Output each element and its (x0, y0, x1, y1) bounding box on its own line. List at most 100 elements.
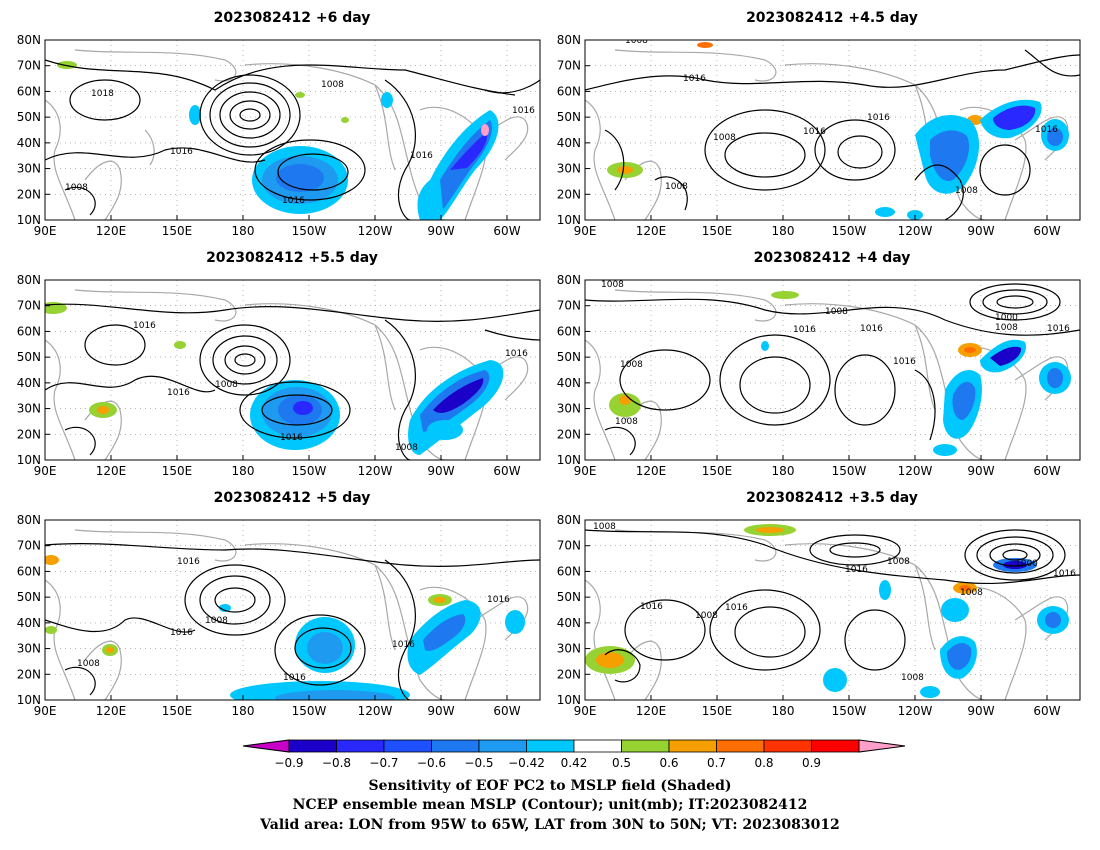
colorbar-bin (526, 739, 575, 753)
svg-text:1016: 1016 (282, 196, 305, 206)
lat-tick-label: 60N (17, 324, 41, 338)
lat-tick-label: 40N (17, 616, 41, 630)
lat-tick-label: 30N (557, 642, 581, 656)
lat-tick-label: 60N (557, 564, 581, 578)
shading-positive (585, 524, 977, 674)
svg-text:1016: 1016 (280, 433, 303, 443)
contours (45, 59, 540, 220)
svg-text:1008: 1008 (205, 616, 228, 626)
colorbar-bin (383, 739, 432, 753)
lat-tick-label: 50N (17, 350, 41, 364)
svg-text:1008: 1008 (601, 280, 624, 290)
lon-tick-label: 60W (493, 464, 520, 478)
svg-text:1018: 1018 (91, 89, 114, 99)
lon-tick-label: 150W (292, 464, 327, 478)
svg-text:1008: 1008 (995, 323, 1018, 333)
colorbar-tick-label: 0.5 (612, 756, 631, 770)
lat-tick-label: 10N (17, 693, 41, 707)
lat-tick-label: 40N (557, 616, 581, 630)
lat-tick-label: 50N (17, 590, 41, 604)
lat-tick-label: 20N (557, 667, 581, 681)
lon-tick-label: 90W (967, 704, 994, 718)
lat-tick-label: 30N (17, 162, 41, 176)
svg-text:1008: 1008 (395, 443, 418, 453)
contours (585, 529, 1080, 683)
lat-tick-label: 80N (17, 33, 41, 47)
lon-tick-label: 90E (34, 464, 57, 478)
map-panel-2: 2023082412 +4.5 day (584, 10, 1081, 221)
contour-labels: 1008 1016 1008 1016 1016 1008 1008 1016 (625, 40, 1058, 196)
colorbar-bin (573, 739, 622, 753)
panel-title: 2023082412 +3.5 day (746, 490, 918, 506)
lon-tick-label: 120E (636, 704, 667, 718)
lat-tick-label: 50N (557, 110, 581, 124)
colorbar-tick-label: 0.7 (707, 756, 726, 770)
lon-tick-label: 90E (34, 224, 57, 238)
lon-tick-label: 150E (702, 464, 733, 478)
lon-tick-label: 90W (427, 704, 454, 718)
caption-line-1: Sensitivity of EOF PC2 to MSLP field (Sh… (368, 778, 731, 794)
lat-tick-label: 20N (557, 187, 581, 201)
svg-text:1016: 1016 (170, 628, 193, 638)
lon-tick-label: 60W (1033, 464, 1060, 478)
lat-tick-label: 70N (17, 299, 41, 313)
svg-text:1000: 1000 (995, 313, 1018, 323)
lon-tick-label: 120E (96, 224, 127, 238)
panel-title: 2023082412 +6 day (214, 10, 371, 26)
lon-tick-label: 90E (574, 224, 597, 238)
lat-tick-label: 20N (557, 427, 581, 441)
shading-negative (875, 99, 1069, 220)
lon-tick-label: 60W (493, 224, 520, 238)
lon-tick-label: 120E (96, 704, 127, 718)
lat-tick-label: 10N (17, 453, 41, 467)
map-area: 1018 1008 1016 1016 1008 1016 1016 (45, 40, 540, 220)
colorbar-bin (431, 739, 480, 753)
panel-frame (44, 519, 541, 701)
lat-tick-label: 80N (557, 273, 581, 287)
lat-tick-label: 40N (17, 376, 41, 390)
colorbar-upper-extension (858, 739, 906, 753)
svg-text:1016: 1016 (1053, 569, 1076, 579)
lon-tick-label: 60W (1033, 224, 1060, 238)
lon-tick-label: 150W (292, 704, 327, 718)
svg-text:1016: 1016 (860, 324, 883, 334)
colorbar-bin (336, 739, 385, 753)
lat-tick-label: 30N (17, 402, 41, 416)
lat-tick-label: 10N (17, 213, 41, 227)
svg-text:1016: 1016 (487, 595, 510, 605)
svg-text:1008: 1008 (65, 183, 88, 193)
panel-frame (584, 39, 1081, 221)
lat-tick-label: 60N (557, 84, 581, 98)
lon-tick-label: 120E (96, 464, 127, 478)
lat-tick-label: 70N (557, 539, 581, 553)
contour-labels: 1018 1008 1016 1016 1008 1016 1016 (65, 80, 535, 206)
svg-text:1008: 1008 (620, 360, 643, 370)
lat-tick-label: 10N (557, 213, 581, 227)
lat-tick-label: 80N (557, 513, 581, 527)
lon-tick-label: 180 (232, 464, 255, 478)
lon-tick-label: 120W (898, 704, 933, 718)
lon-tick-label: 120W (898, 224, 933, 238)
svg-text:1016: 1016 (177, 557, 200, 567)
svg-text:1008: 1008 (321, 80, 344, 90)
lat-tick-label: 40N (557, 376, 581, 390)
svg-text:1016: 1016 (283, 673, 306, 683)
colorbar-lower-extension (242, 739, 290, 753)
svg-text:1016: 1016 (793, 325, 816, 335)
svg-text:1016: 1016 (683, 74, 706, 84)
gridlines (45, 280, 540, 460)
svg-text:1016: 1016 (893, 357, 916, 367)
map-panel-5: 2023082412 +5 day (44, 490, 541, 701)
svg-text:1016: 1016 (640, 602, 663, 612)
contours (585, 49, 1080, 220)
lon-tick-label: 150E (162, 704, 193, 718)
svg-text:1016: 1016 (803, 127, 826, 137)
lat-tick-label: 40N (17, 136, 41, 150)
lon-tick-label: 90W (967, 224, 994, 238)
svg-text:1016: 1016 (1047, 324, 1070, 334)
lon-tick-label: 60W (1033, 704, 1060, 718)
svg-text:1008: 1008 (955, 186, 978, 196)
svg-text:1016: 1016 (1035, 125, 1058, 135)
